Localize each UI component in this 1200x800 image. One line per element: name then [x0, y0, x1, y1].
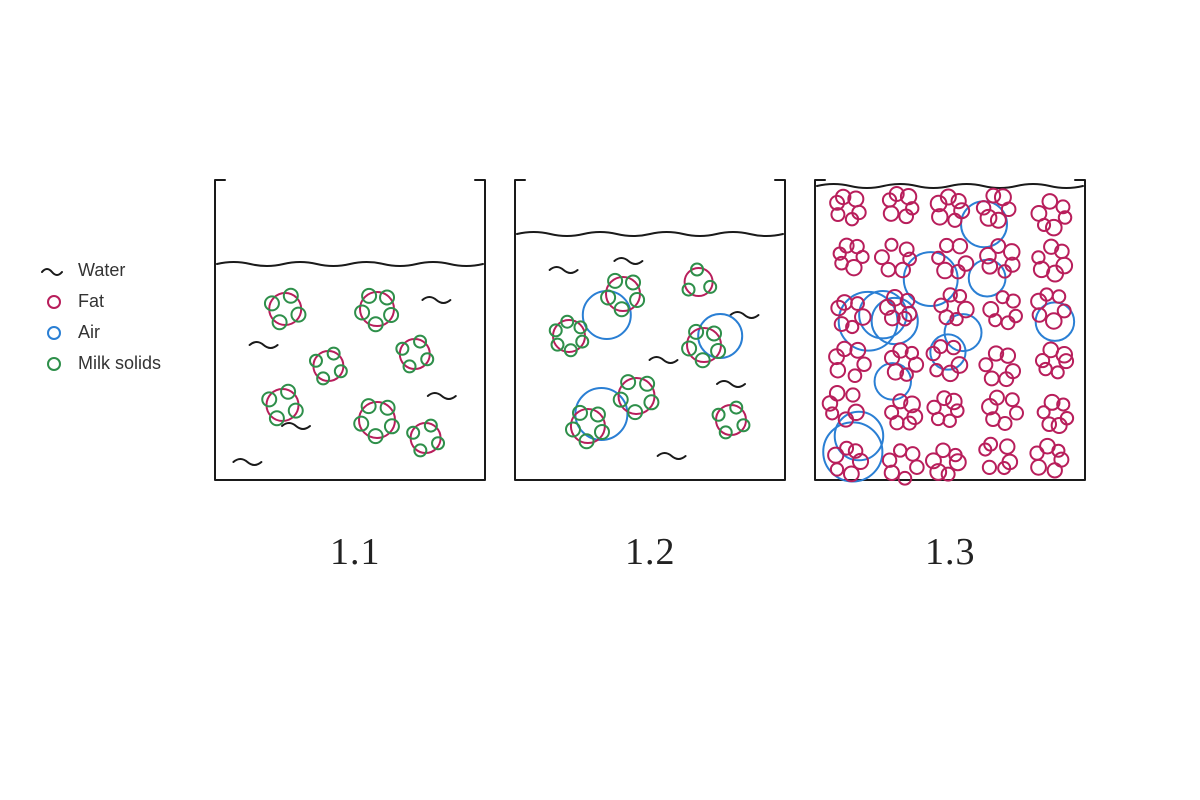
diagram-stage [0, 0, 1200, 800]
air-icon [40, 323, 68, 343]
legend-row-water: Water [40, 260, 161, 281]
wave-icon [40, 261, 68, 281]
panel-label-3: 1.3 [925, 530, 976, 574]
legend-row-fat: Fat [40, 291, 161, 312]
legend-row-milk-solids: Milk solids [40, 353, 161, 374]
milk-solids-icon [40, 354, 68, 374]
legend-label: Fat [78, 291, 104, 312]
fat-icon [40, 292, 68, 312]
panel-label-1: 1.1 [330, 530, 381, 574]
legend-label: Air [78, 322, 100, 343]
legend-label: Water [78, 260, 125, 281]
legend-label: Milk solids [78, 353, 161, 374]
legend: Water Fat Air Milk solids [40, 260, 161, 384]
legend-row-air: Air [40, 322, 161, 343]
panel-label-2: 1.2 [625, 530, 676, 574]
